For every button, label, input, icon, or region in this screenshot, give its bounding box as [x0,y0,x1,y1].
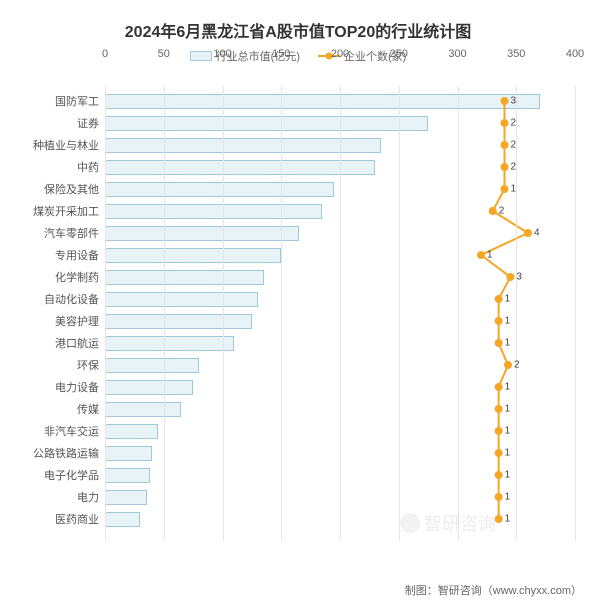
count-label: 1 [505,294,511,305]
market-value-bar [105,314,252,329]
market-value-bar [105,358,199,373]
category-label: 公路铁路运输 [33,445,105,461]
category-label: 国防军工 [55,93,105,109]
count-label: 3 [511,96,517,107]
category-label: 专用设备 [55,247,105,263]
gridline [399,86,400,540]
market-value-bar [105,446,152,461]
market-value-bar [105,292,258,307]
gridline [458,86,459,540]
category-label: 环保 [77,357,105,373]
category-label: 化学制药 [55,269,105,285]
category-label: 自动化设备 [44,291,105,307]
count-label: 2 [511,118,517,129]
category-label: 电子化学品 [44,467,105,483]
category-label: 非汽车交运 [44,423,105,439]
count-label: 1 [487,250,493,261]
chart-container: 2024年6月黑龙江省A股市值TOP20的行业统计图 行业总市值(亿元) 企业个… [0,0,606,606]
count-label: 1 [511,184,517,195]
footer-credit: 制图：智研咨询（www.chyxx.com） [405,582,582,598]
category-label: 电力设备 [55,379,105,395]
market-value-bar [105,402,181,417]
market-value-bar [105,270,264,285]
category-label: 保险及其他 [44,181,105,197]
gridline [516,86,517,540]
category-label: 汽车零部件 [44,225,105,241]
x-tick: 350 [507,48,525,60]
market-value-bar [105,182,334,197]
market-value-bar [105,204,322,219]
market-value-bar [105,116,428,131]
x-tick: 400 [566,48,584,60]
count-label: 4 [534,228,540,239]
gridline [575,86,576,540]
market-value-bar [105,424,158,439]
x-tick: 300 [448,48,466,60]
market-value-bar [105,380,193,395]
count-label: 2 [511,162,517,173]
market-value-bar [105,94,540,109]
category-label: 种植业与林业 [33,137,105,153]
x-tick: 100 [213,48,231,60]
market-value-bar [105,226,299,241]
x-tick: 0 [102,48,108,60]
count-label: 1 [505,382,511,393]
category-label: 传媒 [77,401,105,417]
count-label: 1 [505,448,511,459]
x-tick: 150 [272,48,290,60]
gridline [340,86,341,540]
x-tick: 50 [158,48,170,60]
gridline [223,86,224,540]
market-value-bar [105,336,234,351]
category-label: 证券 [77,115,105,131]
count-label: 2 [514,360,520,371]
gridline [105,86,106,540]
count-label: 1 [505,338,511,349]
market-value-bar [105,468,150,483]
count-label: 1 [505,514,511,525]
market-value-bar [105,248,281,263]
category-label: 电力 [77,489,105,505]
category-label: 煤炭开采加工 [33,203,105,219]
market-value-bar [105,512,140,527]
x-tick: 250 [390,48,408,60]
count-label: 2 [499,206,505,217]
x-tick: 200 [331,48,349,60]
category-label: 中药 [77,159,105,175]
x-axis: 050100150200250300350400 [105,48,575,68]
market-value-bar [105,490,147,505]
category-label: 医药商业 [55,511,105,527]
count-label: 1 [505,426,511,437]
plot-area: 050100150200250300350400 国防军工证券种植业与林业中药保… [105,68,575,538]
count-label: 1 [505,404,511,415]
count-label: 3 [516,272,522,283]
count-label: 2 [511,140,517,151]
chart-title: 2024年6月黑龙江省A股市值TOP20的行业统计图 [10,18,586,42]
category-label: 美容护理 [55,313,105,329]
market-value-bar [105,160,375,175]
count-label: 1 [505,470,511,481]
count-label: 1 [505,316,511,327]
gridline [281,86,282,540]
category-label: 港口航运 [55,335,105,351]
count-label: 1 [505,492,511,503]
gridline [164,86,165,540]
